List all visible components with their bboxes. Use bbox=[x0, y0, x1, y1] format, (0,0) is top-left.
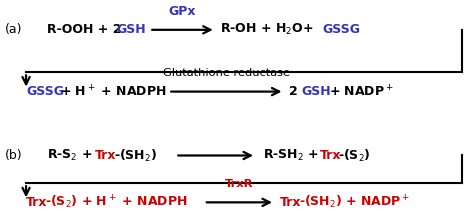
Text: Trx: Trx bbox=[95, 149, 116, 162]
Text: Glutathione reductase: Glutathione reductase bbox=[163, 69, 290, 78]
Text: Trx: Trx bbox=[320, 149, 341, 162]
Text: Trx: Trx bbox=[26, 196, 47, 209]
Text: + H$^+$ + NADPH: + H$^+$ + NADPH bbox=[60, 84, 167, 99]
Text: (b): (b) bbox=[5, 149, 22, 162]
Text: -(S$_2$) + H$^+$ + NADPH: -(S$_2$) + H$^+$ + NADPH bbox=[45, 194, 188, 211]
Text: -(SH$_2$): -(SH$_2$) bbox=[114, 147, 157, 164]
Text: Trx: Trx bbox=[280, 196, 301, 209]
Text: -(SH$_2$) + NADP$^+$: -(SH$_2$) + NADP$^+$ bbox=[299, 194, 410, 211]
Text: R-S$_2$ +: R-S$_2$ + bbox=[47, 148, 93, 163]
Text: R-OH + H$_2$O+: R-OH + H$_2$O+ bbox=[220, 22, 314, 37]
Text: GSH: GSH bbox=[301, 85, 331, 98]
Text: GPx: GPx bbox=[169, 5, 196, 18]
Text: -(S$_2$): -(S$_2$) bbox=[338, 147, 371, 164]
Text: R-SH$_2$ +: R-SH$_2$ + bbox=[263, 148, 319, 163]
Text: + NADP$^+$: + NADP$^+$ bbox=[329, 84, 394, 99]
Text: (a): (a) bbox=[5, 23, 22, 36]
Text: R-OOH + 2: R-OOH + 2 bbox=[47, 23, 122, 36]
Text: TrxR: TrxR bbox=[225, 179, 254, 189]
Text: GSSG: GSSG bbox=[322, 23, 360, 36]
Text: GSH: GSH bbox=[116, 23, 146, 36]
Text: 2: 2 bbox=[289, 85, 298, 98]
Text: GSSG: GSSG bbox=[26, 85, 64, 98]
